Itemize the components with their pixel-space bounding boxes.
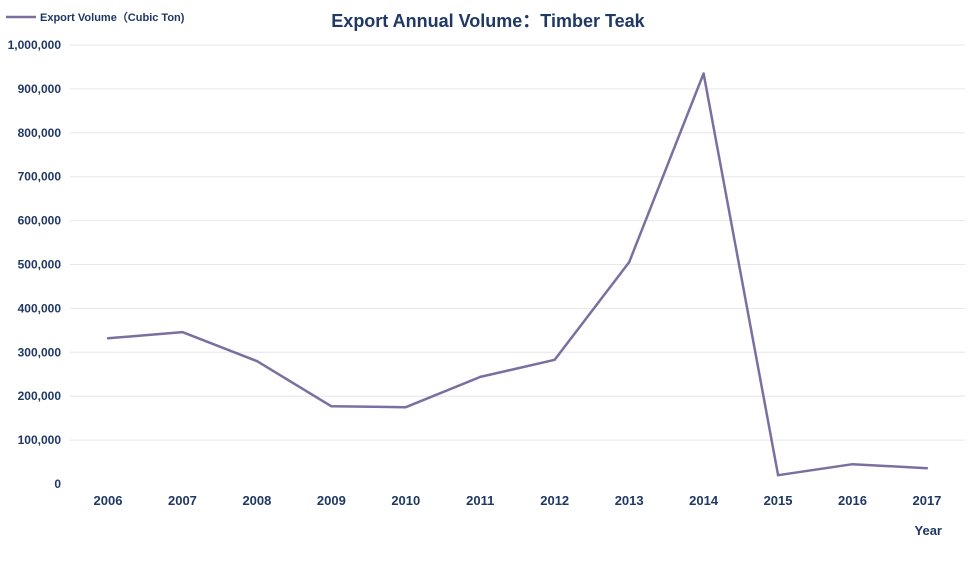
data-point <box>553 358 556 361</box>
data-point <box>702 72 705 75</box>
series-line <box>107 72 928 477</box>
y-tick-label: 500,000 <box>18 258 62 272</box>
x-tick-label: 2011 <box>466 493 494 508</box>
series-layer <box>106 72 929 477</box>
x-tick-label: 2012 <box>540 493 569 508</box>
x-tick-label: 2006 <box>94 493 123 508</box>
chart-title: Export Annual Volume：Timber Teak <box>331 11 645 31</box>
x-tick-label: 2016 <box>838 493 867 508</box>
data-point <box>627 261 631 264</box>
y-tick-label: 600,000 <box>18 214 62 228</box>
data-point <box>181 330 184 334</box>
x-tick-label: 2009 <box>317 493 346 508</box>
y-axis-tick-labels: 0 100,000 200,000 300,000 400,000 500,000 600,… <box>8 38 62 491</box>
y-tick-label: 700,000 <box>18 170 62 184</box>
x-tick-label: 2008 <box>242 493 271 508</box>
y-tick-label: 1,000,000 <box>8 38 62 52</box>
gridlines <box>70 44 965 441</box>
data-point <box>255 359 259 363</box>
y-tick-label: 100,000 <box>18 433 62 447</box>
y-tick-label: 0 <box>54 477 61 491</box>
x-tick-label: 2014 <box>689 493 719 508</box>
data-point <box>404 405 407 409</box>
x-tick-label: 2013 <box>615 493 644 508</box>
y-tick-label: 200,000 <box>18 389 62 403</box>
legend: Export Volume（Cubic Ton) <box>6 11 185 24</box>
x-tick-label: 2017 <box>912 493 941 508</box>
data-point <box>925 466 929 470</box>
data-point <box>330 405 333 408</box>
y-tick-label: 900,000 <box>18 82 62 96</box>
x-tick-label: 2015 <box>764 493 793 508</box>
x-axis-title: Year <box>915 523 942 538</box>
x-axis-tick-labels: 2006 2007 2008 2009 2010 2011 2012 2013 2014 2015… <box>94 493 942 508</box>
y-tick-label: 300,000 <box>18 345 62 359</box>
data-point <box>106 337 110 340</box>
legend-label: Export Volume（Cubic Ton) <box>40 11 185 24</box>
y-tick-label: 800,000 <box>18 126 62 140</box>
x-tick-label: 2007 <box>168 493 197 508</box>
data-point <box>851 463 854 466</box>
data-point <box>479 375 482 379</box>
y-tick-label: 400,000 <box>18 301 62 315</box>
data-point <box>776 474 780 477</box>
x-tick-label: 2010 <box>391 493 420 508</box>
